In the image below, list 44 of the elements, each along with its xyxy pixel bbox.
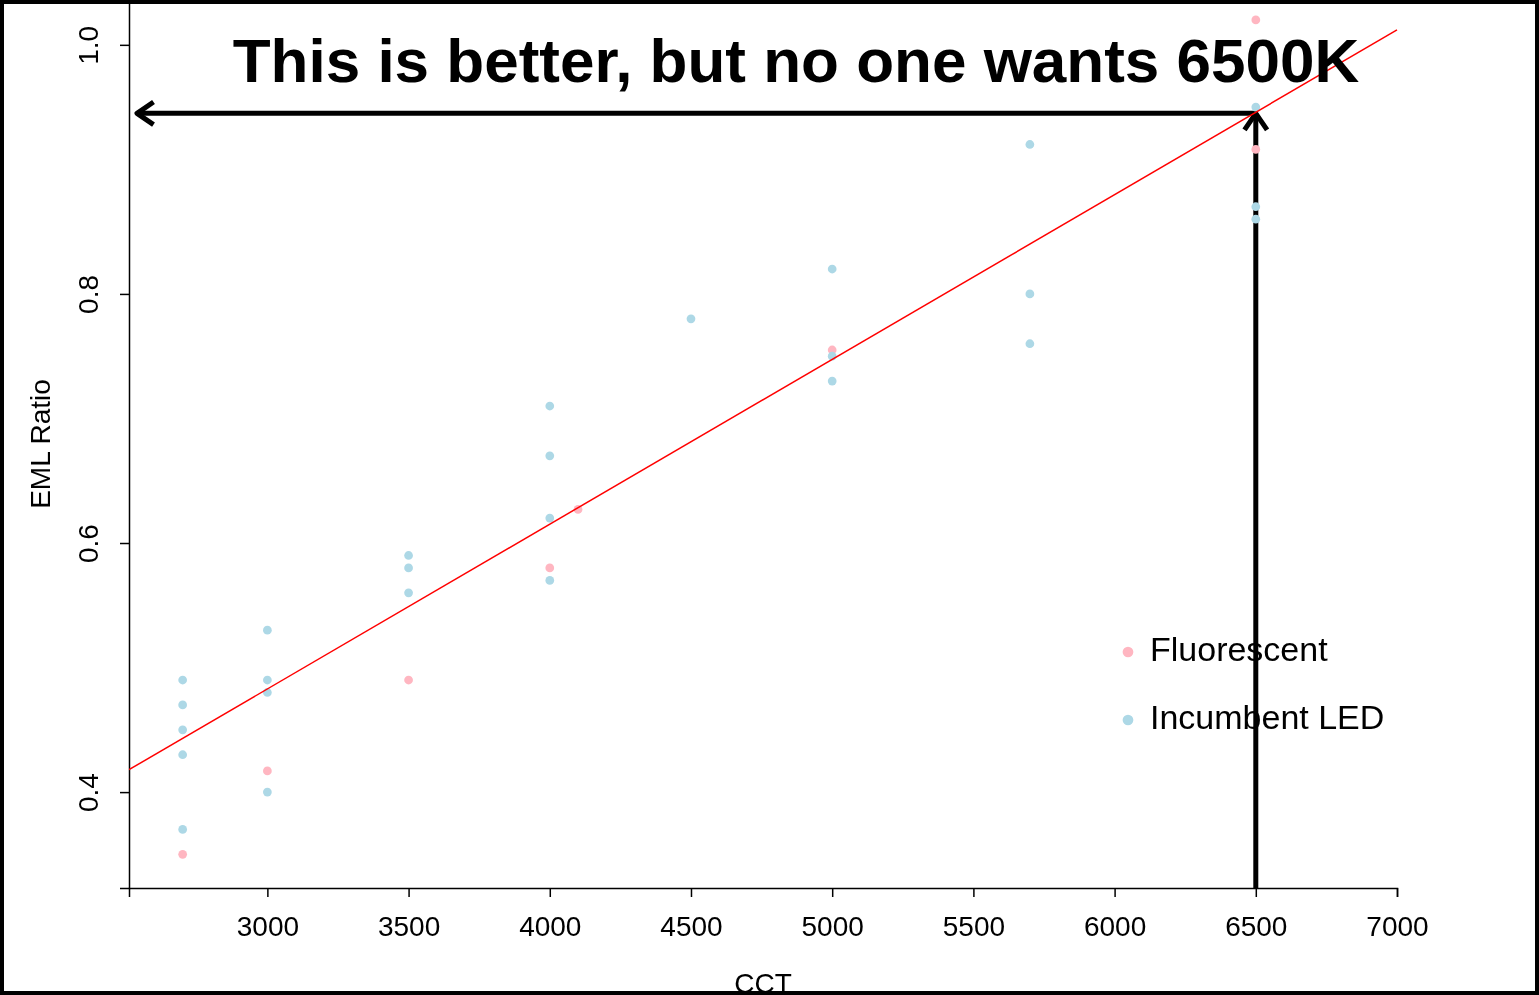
- point: [827, 264, 837, 274]
- point: [404, 675, 413, 685]
- point: [1025, 339, 1035, 349]
- point: [404, 588, 413, 598]
- point: [1251, 145, 1261, 154]
- point: [178, 850, 188, 859]
- point: [263, 625, 272, 635]
- point: [1025, 289, 1035, 299]
- x-tick-label: 7000: [1366, 911, 1429, 943]
- point: [178, 675, 188, 685]
- y-tick-label: 0.6: [73, 524, 105, 563]
- x-tick-label: 6500: [1225, 911, 1288, 943]
- point: [178, 825, 188, 834]
- x-tick-label: 6000: [1083, 911, 1147, 943]
- point: [545, 513, 555, 523]
- point: [263, 766, 272, 776]
- x-tick-label: 3500: [377, 911, 441, 943]
- point: [1251, 15, 1261, 25]
- point: [404, 563, 413, 573]
- point: [263, 787, 272, 797]
- y-tick-label: 0.4: [73, 773, 105, 813]
- point: [1251, 214, 1261, 224]
- point: [1251, 102, 1261, 112]
- point: [404, 551, 413, 560]
- x-tick-label: 4000: [519, 911, 582, 943]
- point: [178, 725, 188, 735]
- point: [1251, 202, 1261, 212]
- x-tick-label: 5500: [942, 911, 1006, 943]
- point: [178, 750, 188, 760]
- point: [1025, 140, 1035, 149]
- point: [827, 376, 837, 386]
- x-tick-label: 5000: [801, 911, 864, 943]
- point: [686, 314, 696, 324]
- point: [545, 401, 555, 411]
- x-tick-label: 4500: [660, 911, 723, 943]
- point: [545, 576, 555, 585]
- point: [178, 700, 188, 710]
- y-tick-label: 1.0: [73, 25, 105, 65]
- y-axis-title: EML Ratio: [25, 379, 56, 509]
- point: [263, 675, 272, 685]
- point: [545, 563, 555, 573]
- y-tick-label: 0.8: [73, 274, 105, 314]
- x-tick-label: 3000: [236, 911, 300, 943]
- point: [545, 451, 555, 461]
